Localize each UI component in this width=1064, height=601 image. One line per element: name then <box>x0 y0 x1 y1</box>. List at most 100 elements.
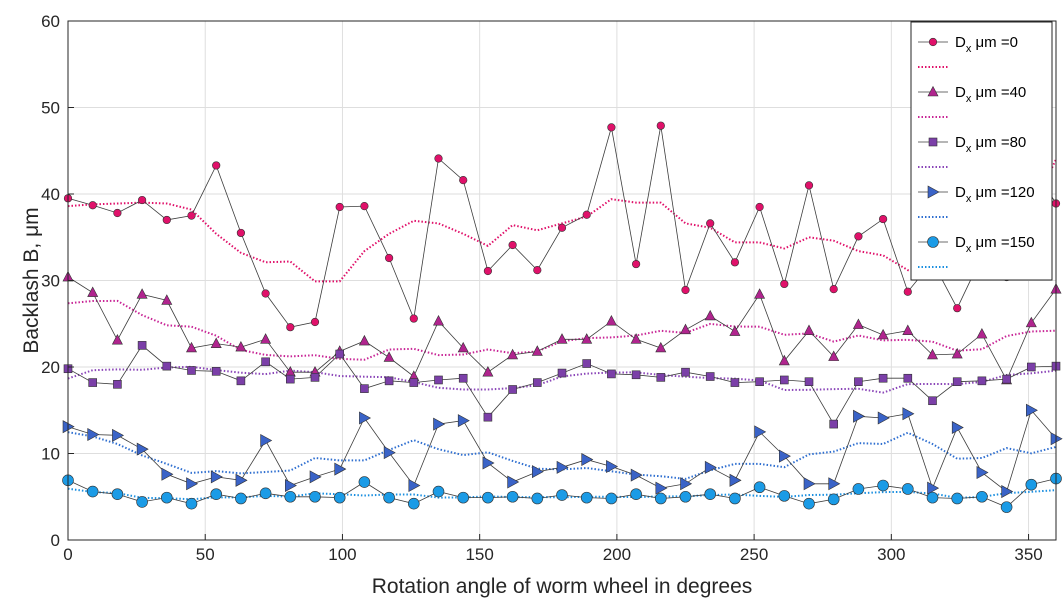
data-point <box>829 285 838 294</box>
data-point <box>778 354 790 366</box>
data-point <box>310 373 320 382</box>
data-point <box>582 210 591 219</box>
data-point <box>680 477 693 491</box>
data-point <box>607 123 616 132</box>
data-point <box>877 479 889 492</box>
data-point <box>333 491 346 504</box>
data-point <box>878 373 888 383</box>
data-point <box>951 492 964 505</box>
data-point <box>508 240 517 250</box>
data-point <box>605 315 617 326</box>
data-point <box>730 258 740 267</box>
data-point <box>853 409 866 423</box>
data-point <box>210 337 222 348</box>
data-point <box>259 487 272 500</box>
data-point <box>187 366 196 375</box>
legend-entry-label: Dx μm =150 <box>955 234 1035 255</box>
data-point <box>88 201 97 210</box>
data-point <box>606 459 619 473</box>
legend: Dx μm =0 Dx μm =40 Dx μm =80 Dx μm =120 Dx μ… <box>910 21 1053 281</box>
data-point <box>753 481 766 494</box>
data-point <box>433 315 444 326</box>
data-point <box>704 309 716 321</box>
data-point <box>631 370 641 380</box>
series-4 <box>62 472 1062 513</box>
data-point <box>656 121 665 130</box>
data-point <box>137 341 147 350</box>
data-point <box>236 228 245 238</box>
data-point <box>852 318 864 329</box>
data-point <box>113 379 122 389</box>
data-point <box>211 367 221 376</box>
data-point <box>605 492 618 505</box>
data-point <box>729 492 741 505</box>
data-point <box>580 491 593 504</box>
data-point <box>951 421 964 435</box>
data-point <box>1002 374 1011 384</box>
y-tick-label: 50 <box>41 99 60 118</box>
data-point <box>236 376 246 386</box>
data-point <box>185 497 198 510</box>
data-point <box>706 219 715 228</box>
trend-line-0 <box>67 158 1057 283</box>
data-point <box>136 288 148 299</box>
data-point <box>730 378 740 387</box>
data-point <box>483 266 493 276</box>
data-point <box>557 368 567 378</box>
data-point <box>630 333 642 344</box>
data-point <box>407 497 420 510</box>
data-point <box>383 351 395 362</box>
data-point <box>852 483 865 495</box>
data-point <box>681 367 690 377</box>
data-point <box>531 492 544 505</box>
x-tick-label: 350 <box>1014 545 1042 564</box>
data-point <box>877 328 889 340</box>
data-point <box>654 492 667 505</box>
data-point <box>926 491 939 504</box>
data-point <box>630 468 643 482</box>
data-point <box>531 345 543 356</box>
data-point <box>976 466 989 480</box>
data-point <box>902 407 915 421</box>
data-point <box>161 294 173 305</box>
data-point <box>754 288 766 299</box>
data-point <box>212 161 221 170</box>
data-point <box>235 473 248 487</box>
data-point <box>483 412 493 422</box>
data-point <box>779 375 789 385</box>
data-point <box>704 488 717 500</box>
data-point <box>507 475 520 489</box>
data-point <box>261 357 270 367</box>
axis-ticks: 0 50 100 150 200 250 300 350 0 10 20 30 40 50 60 <box>41 12 1043 564</box>
series-2 <box>63 341 1061 429</box>
data-point <box>260 434 273 448</box>
data-point <box>359 411 372 425</box>
data-point <box>260 333 272 344</box>
data-point <box>533 266 542 275</box>
data-point <box>927 481 940 495</box>
data-point <box>409 314 418 323</box>
data-point <box>458 373 468 383</box>
y-tick-label: 20 <box>41 358 60 377</box>
data-point <box>335 349 345 359</box>
legend-entry-label: Dx μm =0 <box>955 34 1018 55</box>
grid <box>67 20 1056 541</box>
data-point <box>434 154 443 163</box>
series-1 <box>62 270 1062 385</box>
data-point <box>482 456 495 470</box>
data-point <box>803 497 815 510</box>
data-point <box>780 279 789 289</box>
data-point <box>210 488 222 500</box>
data-point <box>827 493 840 506</box>
data-point <box>457 341 469 353</box>
data-point <box>1000 501 1013 513</box>
data-point <box>977 376 987 386</box>
data-point <box>804 377 814 387</box>
data-point <box>432 485 445 498</box>
data-point <box>953 304 962 313</box>
data-point <box>136 496 148 508</box>
data-point <box>631 259 641 269</box>
data-point <box>556 460 569 474</box>
data-point <box>729 473 742 487</box>
